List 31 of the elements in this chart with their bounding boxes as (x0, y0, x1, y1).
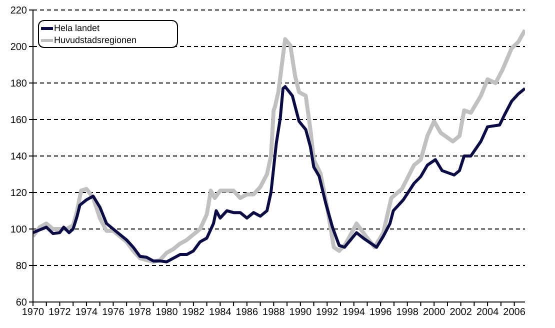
y-tick-label: 160 (10, 115, 28, 126)
line-series (33, 85, 525, 264)
x-tick-label: 2000 (422, 307, 446, 318)
y-tick-label: 140 (10, 152, 28, 163)
x-tick-label: 1978 (128, 307, 152, 318)
x-tick-label: 1990 (289, 307, 312, 318)
x-tick-label: 1982 (182, 307, 205, 318)
y-tick-label: 80 (16, 261, 28, 272)
x-tick-label: 1986 (236, 307, 258, 318)
x-tick-label: 2002 (450, 307, 472, 318)
x-tick-label: 1998 (396, 307, 419, 318)
x-tick-label: 2004 (476, 307, 500, 318)
x-tick-label: 1970 (22, 307, 45, 318)
y-tick-label: 120 (10, 188, 28, 200)
x-tick-label: 1988 (262, 307, 286, 318)
y-tick-label: 100 (10, 224, 28, 236)
x-tick-label: 1976 (102, 307, 125, 318)
legend-label: Huvudstadsregionen (54, 35, 137, 45)
x-tick-label: 2006 (503, 307, 526, 318)
x-tick-label: 1974 (75, 307, 98, 318)
y-tick-label: 200 (10, 42, 28, 54)
x-tick-label: 1992 (316, 307, 339, 318)
legend-label: Hela landet (54, 23, 100, 33)
y-tick-label: 60 (16, 298, 28, 309)
y-tick-label: 180 (10, 78, 28, 90)
x-tick-label: 1980 (156, 307, 178, 318)
x-tick-label: 1994 (342, 307, 366, 318)
x-tick-label: 1984 (209, 307, 232, 318)
x-tick-label: 1996 (369, 307, 392, 318)
x-tick-label: 1972 (48, 307, 72, 318)
y-tick-label: 220 (10, 6, 28, 17)
